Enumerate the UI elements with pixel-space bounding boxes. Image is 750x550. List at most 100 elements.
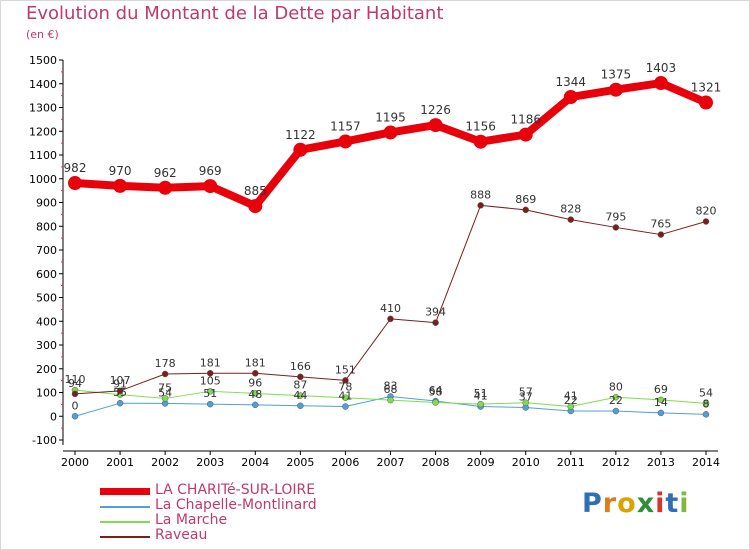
legend-item-raveau: Raveau <box>100 527 400 544</box>
data-label-la-marche: 41 <box>564 390 578 403</box>
data-point-la-charit-sur-loire <box>383 125 398 140</box>
logo-letter: o <box>617 488 637 519</box>
data-label-la-marche: 91 <box>113 378 127 391</box>
data-point-la-charit-sur-loire <box>608 82 623 97</box>
data-label-la-marche: 75 <box>158 381 172 394</box>
data-point-la-chapelle-montlinard <box>657 409 665 417</box>
data-label-la-marche: 51 <box>474 387 488 400</box>
legend-swatch <box>100 536 150 538</box>
x-tick-label: 2012 <box>602 456 630 469</box>
y-tick-label: 1200 <box>29 125 57 138</box>
y-tick-label: 1400 <box>29 78 57 91</box>
legend-label: LA CHARITé-SUR-LOIRE <box>155 482 316 498</box>
data-point-la-charit-sur-loire <box>68 176 82 191</box>
logo-letter: i <box>655 488 666 519</box>
legend-item-la-chapelle-montlinard: La Chapelle-Montlinard <box>100 497 400 514</box>
data-label-la-chapelle-montlinard: 0 <box>72 399 79 412</box>
y-tick-label: 1000 <box>29 173 57 186</box>
logo-letter: P <box>582 488 603 519</box>
data-point-la-chapelle-montlinard <box>116 399 124 407</box>
y-tick-label: 300 <box>36 339 57 352</box>
x-tick-label: 2009 <box>467 456 495 469</box>
data-point-raveau <box>297 373 304 381</box>
data-label-raveau: 888 <box>470 188 491 201</box>
y-tick-label: 1100 <box>29 149 57 162</box>
data-label-la-charit-sur-loire: 1122 <box>285 128 316 142</box>
data-point-la-marche <box>387 396 394 404</box>
data-label-la-marche: 78 <box>338 381 352 394</box>
data-label-la-marche: 57 <box>519 386 533 399</box>
data-point-la-marche <box>297 392 304 399</box>
data-label-la-chapelle-montlinard: 22 <box>564 394 578 407</box>
data-label-la-charit-sur-loire: 982 <box>64 161 87 175</box>
data-label-la-marche: 68 <box>384 383 398 396</box>
x-tick-label: 2007 <box>377 456 405 469</box>
data-label-la-charit-sur-loire: 885 <box>244 184 267 198</box>
x-tick-label: 2011 <box>557 456 585 469</box>
chart-axes: -100010020030040050060070080090010001100… <box>29 54 720 469</box>
data-point-la-marche <box>567 403 575 410</box>
data-point-la-marche <box>522 399 529 406</box>
data-point-raveau <box>342 377 349 384</box>
data-label-la-marche: 105 <box>200 374 221 387</box>
data-point-la-marche <box>161 395 169 402</box>
data-label-la-charit-sur-loire: 1157 <box>330 119 361 133</box>
x-tick-label: 2002 <box>151 456 179 469</box>
data-point-la-marche <box>342 394 349 401</box>
series-layer <box>68 76 713 420</box>
y-tick-label: 1300 <box>29 102 57 115</box>
x-tick-label: 2013 <box>647 456 675 469</box>
data-label-la-chapelle-montlinard: 64 <box>429 384 443 397</box>
logo-letter: x <box>636 488 656 519</box>
data-point-raveau <box>477 202 484 209</box>
data-label-la-marche: 69 <box>654 383 668 396</box>
data-label-raveau: 178 <box>155 357 176 370</box>
legend-swatch <box>100 521 150 523</box>
data-label-raveau: 765 <box>650 218 671 231</box>
data-label-raveau: 828 <box>560 203 581 216</box>
data-label-la-chapelle-montlinard: 44 <box>293 389 307 402</box>
data-label-la-chapelle-montlinard: 37 <box>519 390 533 403</box>
data-point-raveau <box>612 224 620 231</box>
data-label-la-marche: 54 <box>699 386 713 399</box>
x-tick-label: 2004 <box>241 456 269 469</box>
y-tick-label: 800 <box>36 220 57 233</box>
x-tick-label: 2010 <box>512 456 540 469</box>
data-label-raveau: 181 <box>245 356 266 369</box>
data-label-la-chapelle-montlinard: 22 <box>609 394 623 407</box>
data-label-raveau: 410 <box>380 302 401 315</box>
data-label-la-chapelle-montlinard: 51 <box>203 387 217 400</box>
data-label-la-charit-sur-loire: 1156 <box>465 120 496 134</box>
data-label-raveau: 107 <box>110 374 131 387</box>
y-tick-label: 400 <box>36 315 57 328</box>
data-label-raveau: 394 <box>425 306 446 319</box>
data-point-la-charit-sur-loire <box>653 76 668 91</box>
data-label-la-charit-sur-loire: 1375 <box>601 68 632 82</box>
y-tick-label: -100 <box>32 434 57 447</box>
legend-item-la-marche: La Marche <box>100 512 400 529</box>
data-label-raveau: 820 <box>696 205 717 218</box>
data-point-la-marche <box>702 400 710 407</box>
data-point-la-charit-sur-loire <box>563 90 578 105</box>
legend-label: La Chapelle-Montlinard <box>155 497 317 513</box>
x-tick-label: 2006 <box>331 456 359 469</box>
proxiti-logo: Proxiti <box>582 488 690 519</box>
data-point-raveau <box>657 231 665 238</box>
data-point-raveau <box>252 370 259 377</box>
data-label-la-chapelle-montlinard: 8 <box>703 397 710 410</box>
data-point-la-marche <box>657 396 665 404</box>
data-label-la-marche: 58 <box>429 385 443 398</box>
data-point-la-chapelle-montlinard <box>252 401 259 409</box>
data-point-raveau <box>387 315 394 323</box>
legend-item-la-charit-sur-loire: LA CHARITé-SUR-LOIRE <box>100 482 400 499</box>
y-tick-label: 0 <box>50 410 57 423</box>
y-tick-label: 100 <box>36 387 57 400</box>
data-point-la-marche <box>477 400 484 408</box>
data-label-la-chapelle-montlinard: 41 <box>474 390 488 403</box>
data-label-la-chapelle-montlinard: 55 <box>113 386 127 399</box>
y-tick-label: 900 <box>36 197 57 210</box>
data-label-raveau: 151 <box>335 363 356 376</box>
data-point-la-marche <box>252 390 259 397</box>
data-point-la-charit-sur-loire <box>338 134 353 149</box>
data-label-raveau: 181 <box>200 356 221 369</box>
